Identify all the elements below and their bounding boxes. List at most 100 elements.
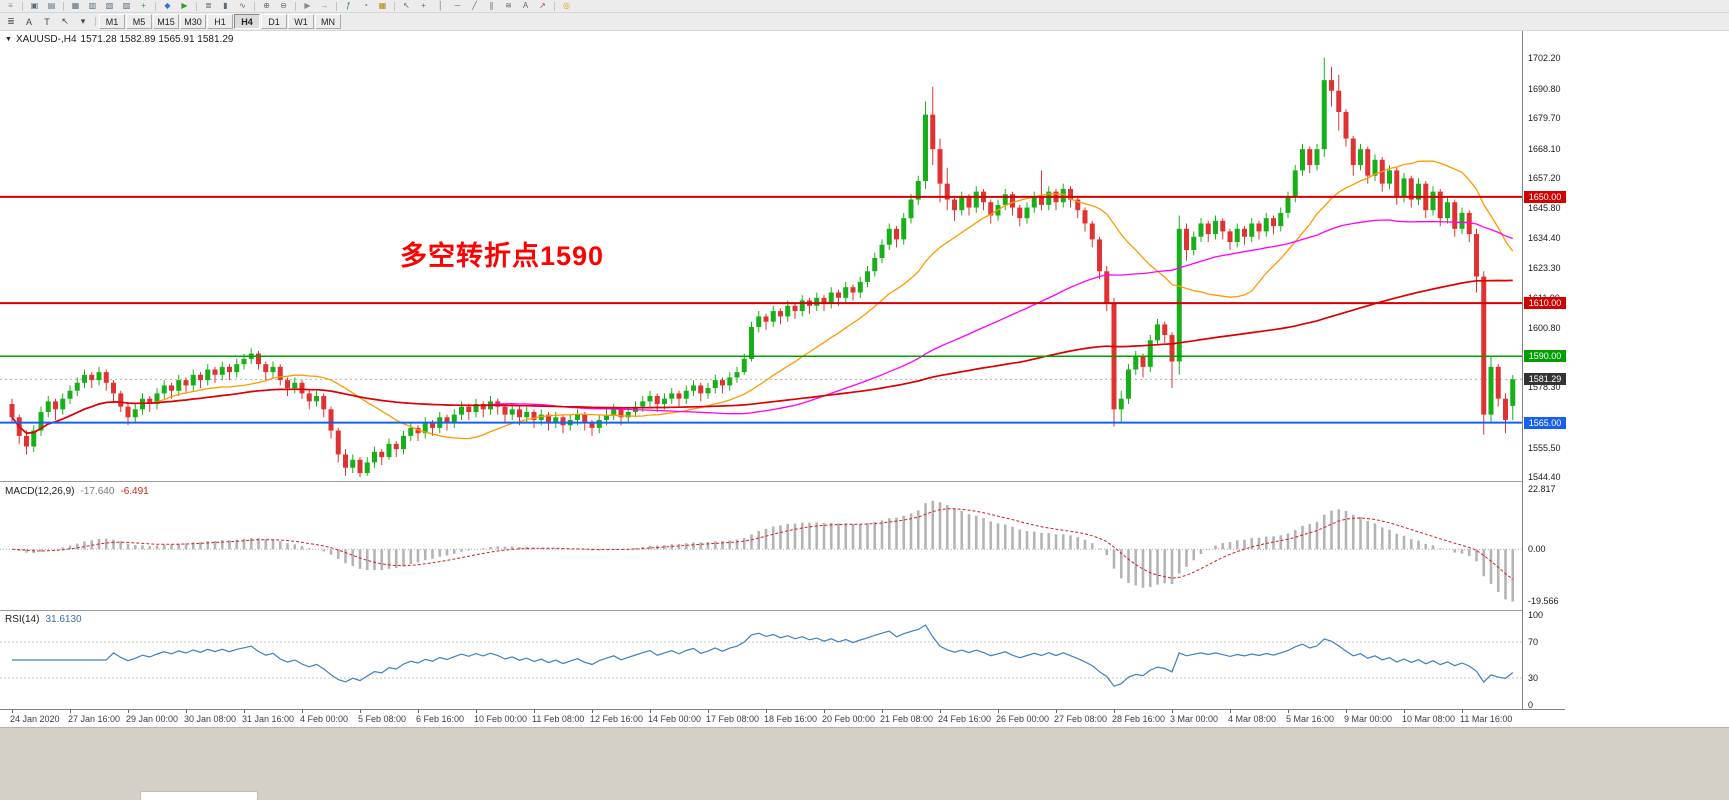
market-watch-icon[interactable]: ▦ [71, 1, 80, 10]
candle-body [1213, 220, 1218, 235]
price-tick: 1544.40 [1528, 472, 1561, 483]
draw-tool-icon[interactable]: ↖ [61, 16, 69, 26]
candle-body [531, 411, 537, 420]
candle-body [161, 385, 167, 394]
timeframe-button-mn[interactable]: MN [315, 14, 341, 29]
metaeditor-icon[interactable]: ◆ [164, 1, 171, 10]
toolbar-grip-icon[interactable]: ≡ [8, 1, 13, 10]
horizontal-line-icon[interactable]: ─ [454, 1, 461, 10]
bar-chart-mode-icon[interactable]: ≣ [205, 1, 212, 10]
toolbar-separator [63, 1, 64, 11]
candle-body [1336, 90, 1342, 112]
candle-body [705, 388, 711, 394]
terminal-icon[interactable]: ▨ [122, 1, 131, 10]
candle-body [814, 297, 820, 306]
candle-body [270, 366, 276, 373]
arrows-icon[interactable]: ↗ [539, 1, 546, 10]
macd-main-value: -17.640 [80, 486, 115, 497]
annotate-t-icon[interactable]: T [44, 16, 50, 27]
candle-body [589, 422, 595, 428]
data-window-icon[interactable]: ▥ [88, 1, 97, 10]
time-label: 30 Jan 08:00 [184, 714, 237, 724]
chart-shift-icon[interactable]: → [320, 1, 329, 10]
candle-body [96, 372, 102, 381]
zoom-in-icon[interactable]: ⊕ [263, 1, 270, 10]
time-tick [1114, 710, 1115, 713]
candle-body [952, 199, 957, 211]
templates-icon[interactable]: ▦ [378, 1, 387, 10]
vertical-line-icon[interactable]: │ [438, 1, 443, 10]
candle-body [502, 406, 508, 415]
timeframe-button-m15[interactable]: M15 [153, 14, 179, 29]
chart-window[interactable]: ▼ XAUUSD-,H4 1571.28 1582.89 1565.91 158… [0, 31, 1729, 727]
timeframe-button-m1[interactable]: M1 [99, 14, 125, 29]
candle-body [973, 191, 979, 208]
candle-body [625, 411, 631, 418]
navigator-icon[interactable]: ▧ [105, 1, 114, 10]
price-scale[interactable]: 1702.20 1690.80 1679.70 1668.10 1657.20 1645.… [1522, 31, 1729, 710]
price-level-tag: 1565.00 [1524, 416, 1566, 429]
new-chart-icon[interactable]: ▣ [30, 1, 39, 10]
timeframe-button-h1[interactable]: H1 [207, 14, 233, 29]
fibonacci-icon[interactable]: ≋ [505, 1, 512, 10]
time-tick [302, 710, 303, 713]
candle-body [676, 393, 682, 399]
cursor-icon[interactable]: ↖ [403, 1, 410, 10]
macd-tick: -19.566 [1528, 595, 1559, 606]
time-tick [70, 710, 71, 713]
zoom-out-icon[interactable]: ⊖ [280, 1, 287, 10]
candle-body [1089, 223, 1095, 240]
candle-body [1437, 191, 1443, 219]
candle-body [509, 409, 515, 415]
candle-body [118, 393, 124, 407]
candle-body [328, 409, 334, 431]
chart-grip-icon[interactable]: ≣ [7, 16, 15, 26]
collapse-arrow-icon[interactable]: ▼ [5, 36, 12, 43]
candle-body [234, 364, 240, 373]
time-axis[interactable]: 24 Jan 2020 27 Jan 16:00 29 Jan 00:00 30 Ja… [0, 709, 1565, 727]
timeframe-button-h4[interactable]: H4 [234, 14, 260, 29]
mql5-community-icon[interactable]: ◎ [563, 1, 570, 10]
text-label-icon[interactable]: A [522, 1, 529, 10]
time-tick [1346, 710, 1347, 713]
trendline-icon[interactable]: ╱ [472, 1, 477, 10]
profiles-icon[interactable]: ▤ [47, 1, 56, 10]
rsi-panel-canvas[interactable] [0, 611, 1522, 709]
subwindow-separator[interactable] [0, 481, 1565, 482]
new-order-icon[interactable]: + [141, 1, 146, 10]
time-tick [128, 710, 129, 713]
candle-body [1126, 369, 1131, 399]
equidistant-channel-icon[interactable]: ∥ [489, 1, 494, 10]
line-chart-mode-icon[interactable]: ∿ [239, 1, 246, 10]
candle-body [292, 382, 298, 389]
candle-body [1343, 111, 1349, 139]
candle-body [966, 196, 972, 208]
candle-body [582, 414, 588, 423]
candle-body [1060, 188, 1066, 203]
periods-icon[interactable]: ◔ [363, 1, 368, 10]
main-chart-canvas[interactable] [0, 31, 1522, 481]
candle-body [1321, 80, 1327, 150]
time-tick [592, 710, 593, 713]
indicators-icon[interactable]: ƒ [346, 1, 351, 10]
candle-body [546, 414, 551, 423]
auto-scroll-icon[interactable]: ▶ [304, 1, 311, 10]
candlestick-mode-icon[interactable]: ▮ [223, 1, 228, 10]
timeframe-button-w1[interactable]: W1 [288, 14, 314, 29]
candle-body [1133, 356, 1139, 370]
macd-signal-line [11, 508, 1514, 580]
tool-dropdown-icon[interactable]: ▾ [80, 16, 86, 26]
autotrading-icon[interactable]: ▶ [181, 1, 188, 10]
candle-body [408, 427, 414, 436]
annotate-a-icon[interactable]: A [25, 16, 32, 27]
subwindow-separator[interactable] [0, 610, 1565, 611]
crosshair-icon[interactable]: + [421, 1, 426, 10]
macd-panel-canvas[interactable] [0, 482, 1522, 610]
timeframe-button-m5[interactable]: M5 [126, 14, 152, 29]
timeframe-button-m30[interactable]: M30 [180, 14, 206, 29]
time-label: 4 Mar 08:00 [1228, 714, 1277, 724]
timeframe-button-d1[interactable]: D1 [261, 14, 287, 29]
rsi-tick: 70 [1528, 637, 1539, 647]
time-tick [824, 710, 825, 713]
candle-body [1046, 191, 1052, 205]
